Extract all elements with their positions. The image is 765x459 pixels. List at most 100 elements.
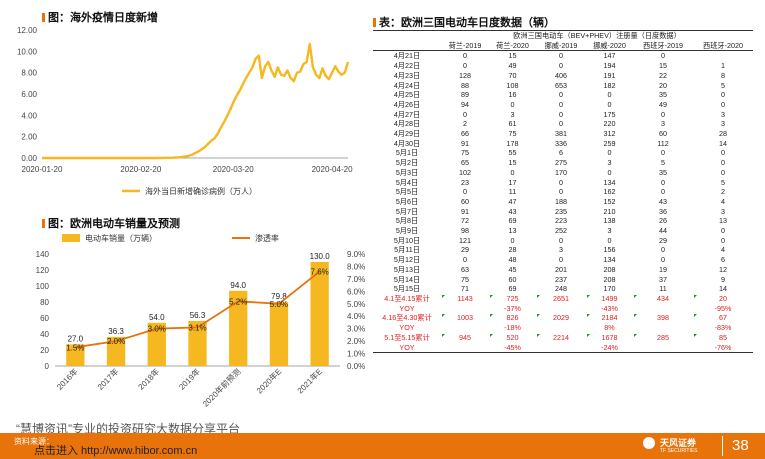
table-cell: 0 [607,167,612,177]
table-cell: 0 [559,177,563,187]
table-cell: 35 [659,167,667,177]
table-cell: 0 [510,99,515,109]
table-cell: 4 [721,245,725,255]
table-cell: 47 [508,196,517,206]
aggregate-cell: 8% [604,323,615,333]
x-tick-label: 2020-01-20 [22,165,63,174]
hibor-link[interactable]: 点击进入 http://www.hibor.com.cn [34,445,198,457]
y-tick-label: 6.00 [21,90,37,99]
table-cell: 170 [555,167,567,177]
covid-series-line [42,42,350,160]
table-cell: 17 [508,177,517,187]
table-cell: 0 [607,99,612,109]
table-cell: 70 [508,70,517,80]
table-row: 4月26日 94 0 0 0 49 0 [373,100,753,110]
table-cell: 3 [721,119,725,129]
table-cell: 29 [461,245,469,255]
row-date: 4月30日 [393,138,421,148]
column-header: 荷兰-2020 [489,40,536,52]
table-cell: 3 [661,119,665,129]
row-date: 4月25日 [393,90,421,100]
table-cell: 23 [461,177,469,187]
table-cell: 0 [661,109,665,119]
brand-logo-icon [643,437,655,449]
table-cell: 22 [659,70,667,80]
legend-bar-label: 电动车销量（万辆） [85,233,157,243]
y2-tick-label: 8.0% [347,262,365,271]
table-cell: 0 [559,187,563,197]
row-date: 5月14日 [393,274,421,284]
watermark-text: “慧博资讯”专业的投资研究大数据分享平台 [16,422,240,436]
sales-data-label: 27.0 [68,334,84,343]
sales-bar [147,322,166,366]
table-cell: 98 [461,226,469,236]
row-date: 5月9日 [395,226,419,236]
table-cell: 69 [508,216,517,226]
table-cell: 66 [461,129,469,139]
table-cell: 381 [555,129,567,139]
row-date: 4月29日 [393,129,421,139]
table-title: 表：欧洲三国电动车日度数据（辆） [373,14,555,30]
table-row: 5月15日 71 69 248 170 11 14 [373,284,753,294]
table-cell: 3 [510,109,515,119]
row-date: 5月8日 [395,216,419,226]
table-cell: 147 [603,51,616,61]
row-date: 4月27日 [393,109,421,119]
table-cell: 112 [657,138,669,148]
footer-bar: 资料来源： 点击进入 http://www.hibor.com.cn 天风证券 … [0,433,765,459]
y-tick-label: 4.00 [21,111,37,120]
row-date: 5月15日 [393,284,421,294]
aggregate-cell: 1678 [586,333,633,343]
page-number: 38 [732,437,749,454]
table-cell: 248 [555,284,567,294]
table-cell: 0 [721,226,725,236]
y2-tick-label: 6.0% [347,287,365,296]
table-cell: 35 [659,90,667,100]
aggregate-cell [441,304,489,314]
table-cell: 208 [603,264,616,274]
y2-tick-label: 7.0% [347,275,365,284]
penetration-data-label: 5.0% [270,300,288,309]
table-cell: 14 [719,138,727,148]
brand-name: 天风证券 [660,438,697,448]
sales-bar [229,290,248,366]
table-cell: 15 [508,158,517,168]
table-row: 5月9日 98 13 252 3 44 0 [373,226,753,236]
y-tick-label: 40 [40,330,49,339]
category-tick-label: 2021年E [295,366,324,395]
table-cell: 0 [721,148,725,158]
table-cell: 13 [508,226,517,236]
y-tick-label: 100 [36,282,50,291]
table-row: 5月2日 65 15 275 3 5 0 [373,158,753,168]
aggregate-cell: 398 [633,313,693,323]
table-cell: 20 [659,80,667,90]
table-cell: 88 [461,80,469,90]
table-cell: 128 [459,70,471,80]
aggregate-cell: 520 [489,333,536,343]
sales-data-label: 79.8 [271,292,287,301]
table-cell: 235 [555,206,567,216]
table-cell: 29 [659,235,667,245]
x-tick-label: 2020-02-20 [120,165,161,174]
y-tick-label: 0 [45,362,50,371]
aggregate-cell [633,342,693,354]
y-tick-label: 20 [40,346,49,355]
ev-sales-chart-title: 图：欧洲电动车销量及预测 [42,215,180,231]
aggregate-cell: 725 [489,294,536,304]
table-cell: 0 [463,61,467,71]
aggregate-cell: -18% [504,323,521,333]
table-cell: 259 [603,138,616,148]
y-tick-label: 0.00 [21,154,37,163]
table-cell: 75 [508,129,517,139]
row-date: 5月13日 [393,264,421,274]
table-cell: 0 [559,109,563,119]
row-date: 4月23日 [393,70,421,80]
table-cell: 36 [659,206,667,216]
table-cell: 156 [603,245,616,255]
table-cell: 12 [719,264,727,274]
table-cell: 26 [659,216,667,226]
aggregate-cell: 1003 [441,313,489,323]
table-row: 4月28日 2 61 0 220 3 3 [373,119,753,129]
row-date: 5月4日 [395,177,419,187]
column-header: 挪威-2019 [536,40,586,52]
